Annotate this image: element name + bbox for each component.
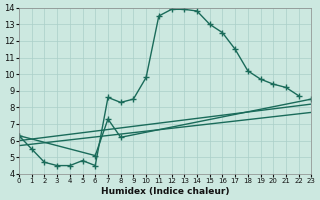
X-axis label: Humidex (Indice chaleur): Humidex (Indice chaleur) bbox=[101, 187, 229, 196]
